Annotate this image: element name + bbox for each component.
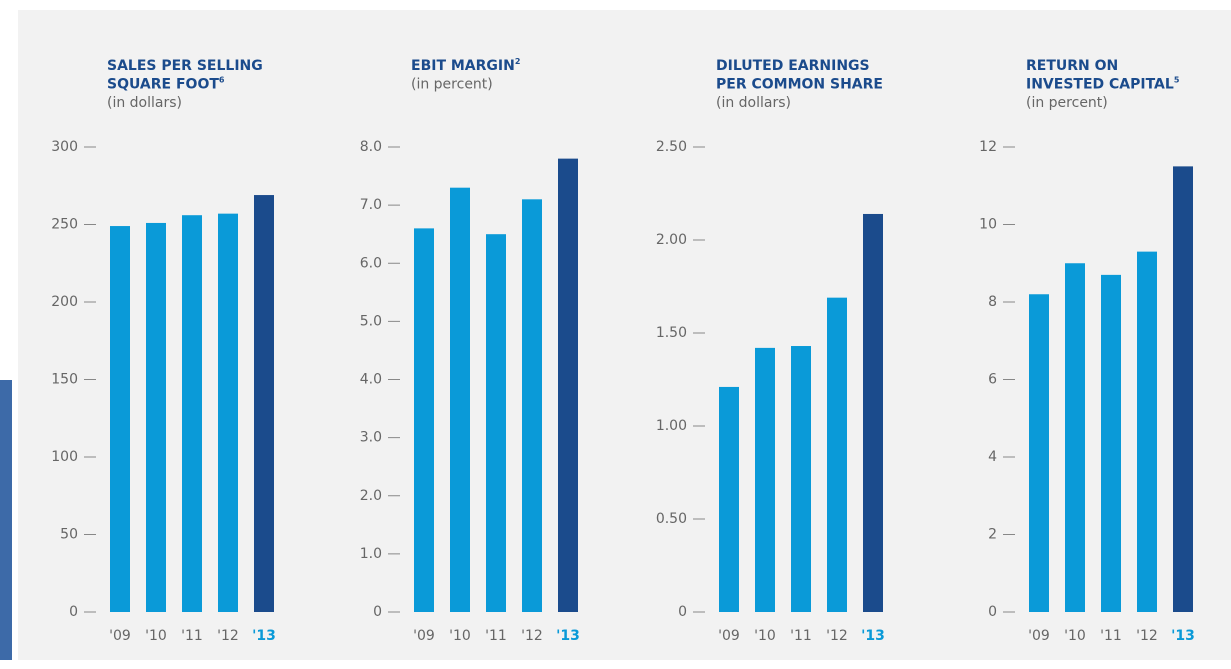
y-tick-label: 2 — [988, 527, 997, 543]
chart-title: DILUTED EARNINGS — [716, 58, 870, 74]
bar — [1173, 166, 1193, 612]
chart-title: RETURN ON — [1026, 58, 1118, 74]
title-line: PER COMMON SHARE — [716, 77, 883, 93]
title-line: DILUTED EARNINGS — [716, 58, 870, 74]
chart-title: PER COMMON SHARE — [716, 77, 883, 93]
x-tick-label: '13 — [861, 628, 885, 644]
y-tick-label: 50 — [60, 527, 78, 543]
y-tick-label: 0 — [988, 604, 997, 620]
bar — [558, 159, 578, 612]
chart-page: SALES PER SELLINGSQUARE FOOT6(in dollars… — [0, 0, 1231, 669]
bar — [863, 214, 883, 612]
y-tick-label: 0 — [678, 604, 687, 620]
chart-title: SQUARE FOOT6 — [107, 75, 225, 93]
y-tick-label: 1.50 — [656, 325, 687, 341]
x-tick-label: '10 — [145, 628, 167, 644]
title-line: INVESTED CAPITAL — [1026, 77, 1174, 93]
y-tick-label: 5.0 — [360, 313, 382, 329]
y-tick-label: 1.0 — [360, 546, 382, 562]
chart-subtitle: (in percent) — [411, 77, 493, 93]
y-tick-label: 4 — [988, 449, 997, 465]
bar — [1137, 252, 1157, 612]
y-tick-label: 7.0 — [360, 197, 382, 213]
x-tick-label: '12 — [521, 628, 543, 644]
bar — [1029, 294, 1049, 612]
y-tick-label: 2.0 — [360, 488, 382, 504]
y-tick-label: 300 — [51, 139, 78, 155]
bar — [450, 188, 470, 612]
y-tick-label: 0 — [69, 604, 78, 620]
title-line: EBIT MARGIN — [411, 58, 515, 74]
x-tick-label: '09 — [413, 628, 435, 644]
bar — [827, 298, 847, 612]
x-tick-label: '10 — [1064, 628, 1086, 644]
bar — [218, 214, 238, 612]
y-tick-label: 6.0 — [360, 255, 382, 271]
y-tick-label: 250 — [51, 217, 78, 233]
x-tick-label: '13 — [252, 628, 276, 644]
x-tick-label: '11 — [1100, 628, 1122, 644]
bar — [146, 223, 166, 612]
chart-subtitle: (in dollars) — [716, 95, 791, 111]
chart-subtitle: (in dollars) — [107, 95, 182, 111]
x-tick-label: '09 — [109, 628, 131, 644]
y-tick-label: 200 — [51, 294, 78, 310]
y-tick-label: 3.0 — [360, 430, 382, 446]
y-tick-label: 1.00 — [656, 418, 687, 434]
title-footnote: 2 — [515, 57, 521, 66]
x-tick-label: '12 — [1136, 628, 1158, 644]
bar — [486, 234, 506, 612]
bar — [755, 348, 775, 612]
y-tick-label: 6 — [988, 372, 997, 388]
title-line: SALES PER SELLING — [107, 58, 263, 74]
y-tick-label: 150 — [51, 372, 78, 388]
x-tick-label: '12 — [217, 628, 239, 644]
y-tick-label: 10 — [979, 217, 997, 233]
y-tick-label: 2.50 — [656, 139, 687, 155]
y-tick-label: 8.0 — [360, 139, 382, 155]
chart-title: INVESTED CAPITAL5 — [1026, 75, 1180, 93]
x-tick-label: '09 — [718, 628, 740, 644]
x-tick-label: '10 — [754, 628, 776, 644]
y-tick-label: 4.0 — [360, 372, 382, 388]
bar — [522, 199, 542, 612]
chart-subtitle: (in percent) — [1026, 95, 1108, 111]
x-tick-label: '09 — [1028, 628, 1050, 644]
x-tick-label: '12 — [826, 628, 848, 644]
y-tick-label: 8 — [988, 294, 997, 310]
bar — [719, 387, 739, 612]
bar — [1065, 263, 1085, 612]
bar — [182, 215, 202, 612]
x-tick-label: '11 — [485, 628, 507, 644]
title-line: RETURN ON — [1026, 58, 1118, 74]
edge-image — [0, 380, 12, 660]
bar — [110, 226, 130, 612]
chart-title: SALES PER SELLING — [107, 58, 263, 74]
bar — [414, 228, 434, 612]
title-footnote: 5 — [1174, 75, 1180, 84]
y-tick-label: 0.50 — [656, 511, 687, 527]
x-tick-label: '11 — [181, 628, 203, 644]
x-tick-label: '11 — [790, 628, 812, 644]
y-tick-label: 2.00 — [656, 232, 687, 248]
bar — [254, 195, 274, 612]
y-tick-label: 100 — [51, 449, 78, 465]
x-tick-label: '10 — [449, 628, 471, 644]
title-line: SQUARE FOOT — [107, 77, 219, 93]
x-tick-label: '13 — [1171, 628, 1195, 644]
bar — [1101, 275, 1121, 612]
y-tick-label: 12 — [979, 139, 997, 155]
y-tick-label: 0 — [373, 604, 382, 620]
bar — [791, 346, 811, 612]
title-footnote: 6 — [219, 75, 225, 84]
x-tick-label: '13 — [556, 628, 580, 644]
chart-title: EBIT MARGIN2 — [411, 57, 520, 75]
